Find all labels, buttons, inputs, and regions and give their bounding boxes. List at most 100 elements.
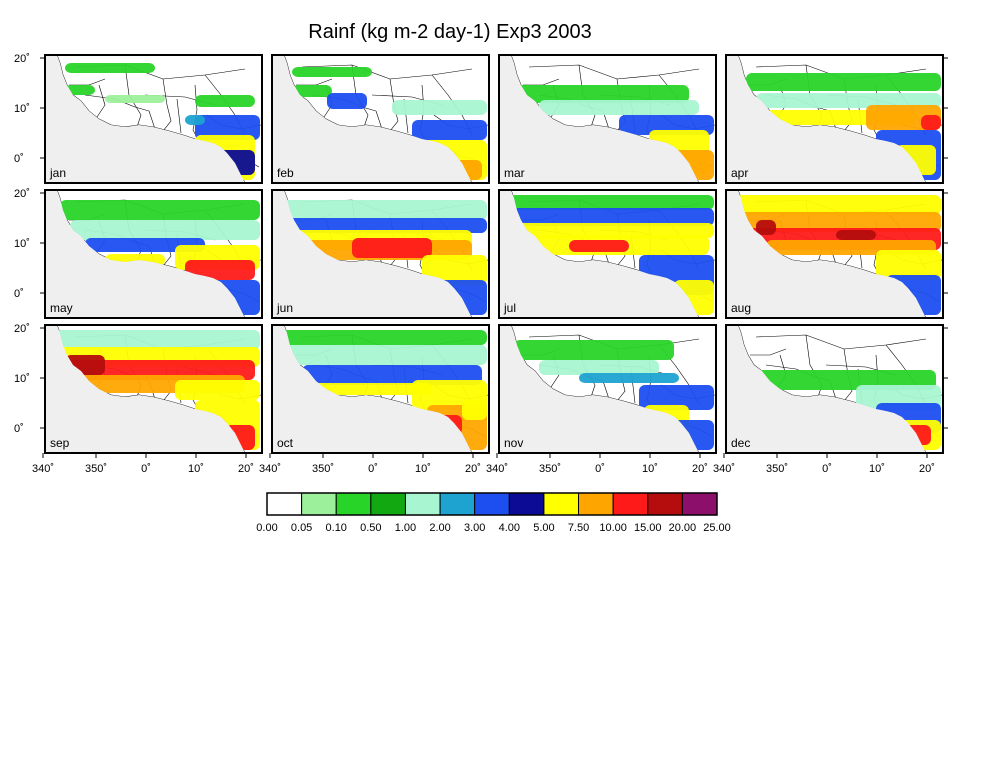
ocean-overlay-sep xyxy=(45,325,245,453)
lat-tick-label: 10˚ xyxy=(14,103,30,115)
country-border-jan-12 xyxy=(176,98,182,134)
colorbar-label: 3.00 xyxy=(464,522,485,534)
colorbar-label: 0.00 xyxy=(256,522,277,534)
lon-tick-label: 10˚ xyxy=(869,463,885,475)
panel-sep: sep xyxy=(44,324,263,454)
lat-tick-label: 0˚ xyxy=(14,153,24,165)
colorbar-label: 2.00 xyxy=(429,522,450,534)
lat-tick-label: 20˚ xyxy=(14,53,30,65)
panel-frame-jun xyxy=(271,189,490,319)
rain-area-may-0 xyxy=(60,200,260,220)
colorbar-swatch-3 xyxy=(370,492,406,516)
colorbar-label: 4.00 xyxy=(499,522,520,534)
lon-tick-label: 350˚ xyxy=(85,463,107,475)
rain-area-nov-0 xyxy=(514,340,674,360)
month-label-jul: jul xyxy=(503,301,516,315)
panel-jul: jul xyxy=(498,189,717,319)
panel-frame-jul xyxy=(498,189,717,319)
rain-area-mar-1 xyxy=(539,100,699,115)
lon-tick-label: 20˚ xyxy=(692,463,708,475)
month-label-mar: mar xyxy=(504,166,525,180)
rain-area-feb-0 xyxy=(292,67,372,77)
colorbar-swatch-8 xyxy=(543,492,580,516)
rain-area-aug-7 xyxy=(836,230,876,240)
panel-frame-dec xyxy=(725,324,944,454)
month-label-may: may xyxy=(50,301,73,315)
colorbar-label: 5.00 xyxy=(533,522,554,534)
rain-area-oct-0 xyxy=(282,330,487,345)
rain-area-jul-1 xyxy=(509,208,714,226)
rain-area-apr-0 xyxy=(746,73,941,91)
rain-area-jan-1 xyxy=(65,85,95,95)
rain-area-jan-0 xyxy=(65,63,155,73)
colorbar-label: 25.00 xyxy=(703,522,731,534)
rain-area-may-5 xyxy=(185,260,255,280)
rain-area-jan-3 xyxy=(195,95,255,107)
lon-tick-label: 10˚ xyxy=(415,463,431,475)
colorbar-swatch-10 xyxy=(612,492,649,516)
month-label-feb: feb xyxy=(277,166,294,180)
panel-frame-may xyxy=(44,189,263,319)
colorbar-swatch-2 xyxy=(335,492,372,516)
rain-area-feb-2 xyxy=(327,93,367,109)
lat-tick-label: 0˚ xyxy=(14,423,24,435)
ocean-overlay-jul xyxy=(499,190,699,318)
panel-oct: oct xyxy=(271,324,490,454)
panel-frame-feb xyxy=(271,54,490,184)
colorbar-label: 15.00 xyxy=(634,522,662,534)
panel-feb: feb xyxy=(271,54,490,184)
colorbar-label: 1.00 xyxy=(395,522,416,534)
lon-tick-label: 20˚ xyxy=(465,463,481,475)
ocean-overlay-mar xyxy=(499,55,699,183)
panel-aug: aug xyxy=(725,189,944,319)
colorbar-swatch-9 xyxy=(578,492,614,516)
ocean-overlay-aug xyxy=(726,190,926,318)
colorbar-swatch-1 xyxy=(301,492,337,516)
rain-area-nov-3 xyxy=(639,385,714,410)
rain-area-oct-7 xyxy=(462,400,487,420)
lon-tick-label: 350˚ xyxy=(766,463,788,475)
rain-area-jun-0 xyxy=(282,200,487,220)
rain-area-mar-0 xyxy=(509,85,689,103)
monthly-panels: jan feb mar apr may jun jul aug sep oct nov dec xyxy=(44,54,944,454)
rain-area-may-1 xyxy=(70,220,260,240)
colorbar-swatch-6 xyxy=(474,492,510,516)
lon-tick-label: 350˚ xyxy=(312,463,334,475)
rain-area-jan-4 xyxy=(195,115,260,140)
country-border-jan-6 xyxy=(96,84,106,118)
colorbar-label: 7.50 xyxy=(568,522,589,534)
rain-area-apr-1 xyxy=(756,93,941,108)
ocean-overlay-dec xyxy=(726,325,926,453)
month-label-sep: sep xyxy=(50,436,70,450)
rain-area-feb-3 xyxy=(392,100,487,115)
lon-tick-label: 340˚ xyxy=(32,463,54,475)
colorbar-swatch-5 xyxy=(439,492,476,516)
colorbar-swatch-0 xyxy=(266,492,303,516)
rain-area-jul-0 xyxy=(509,195,714,210)
colorbar-swatch-11 xyxy=(647,492,683,516)
panel-dec: dec xyxy=(725,324,944,454)
lat-tick-label: 0˚ xyxy=(14,288,24,300)
rain-area-jun-1 xyxy=(282,218,487,233)
lon-tick-label: 350˚ xyxy=(539,463,561,475)
country-border-feb-11 xyxy=(375,110,383,130)
colorbar-label: 20.00 xyxy=(669,522,697,534)
colorbar-swatch-4 xyxy=(404,492,441,516)
rain-area-feb-4 xyxy=(412,120,487,140)
month-label-nov: nov xyxy=(504,436,523,450)
lat-tick-label: 20˚ xyxy=(14,323,30,335)
rain-area-jul-2 xyxy=(514,223,714,238)
ocean-overlay-jan xyxy=(45,55,245,183)
rain-area-jul-4 xyxy=(569,240,629,252)
rain-area-jan-2 xyxy=(105,95,165,103)
panel-apr: apr xyxy=(725,54,944,184)
rain-area-sep-0 xyxy=(55,330,260,350)
panel-frame-jan xyxy=(44,54,263,184)
axis-labels: 20˚ 10˚ 0˚ 20˚ 10˚ 0˚ 20˚ 10˚ 0˚ 340˚ 350˚ 0˚ 10˚ 20˚… xyxy=(14,53,948,475)
country-border-jan-3 xyxy=(162,78,172,132)
lon-tick-label: 340˚ xyxy=(486,463,508,475)
lon-tick-label: 340˚ xyxy=(713,463,735,475)
month-label-dec: dec xyxy=(731,436,750,450)
rain-area-nov-1 xyxy=(539,360,659,375)
